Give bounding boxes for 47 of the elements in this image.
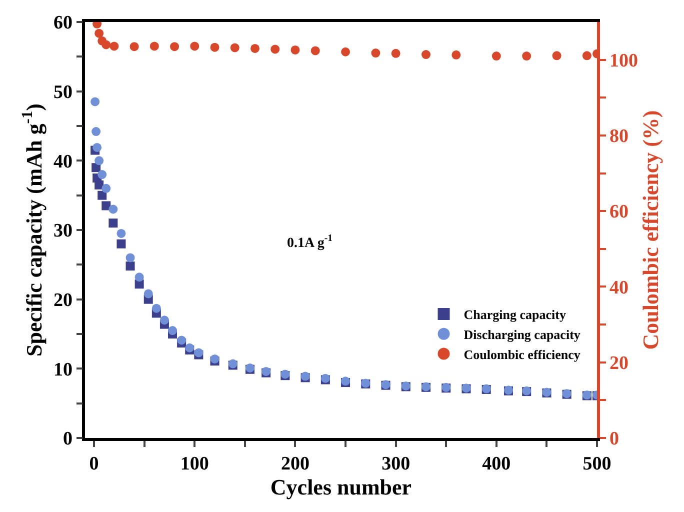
y-tick-label: 10: [53, 359, 72, 380]
point: [168, 326, 178, 336]
point: [116, 239, 126, 248]
point: [108, 204, 118, 214]
point: [108, 218, 118, 228]
x-tick-label: 200: [280, 454, 310, 475]
x-tick-label: 100: [180, 454, 209, 475]
x-tick-label: 500: [582, 454, 612, 475]
point: [152, 304, 161, 313]
y2-tick-label: 60: [610, 202, 629, 223]
point: [144, 289, 153, 298]
y-tick-label: 20: [53, 290, 72, 311]
point: [94, 180, 104, 190]
point: [177, 336, 186, 345]
point: [126, 253, 135, 262]
y2-axis-title: Coulombic efficiency (%): [638, 110, 663, 350]
x-tick-label: 0: [89, 454, 99, 475]
point: [90, 97, 100, 106]
point: [102, 184, 111, 193]
y-tick-label: 40: [53, 151, 72, 172]
legend-label: Discharging capacity: [464, 326, 581, 342]
point: [126, 262, 135, 271]
point: [134, 272, 144, 282]
y2-tick-label: 40: [610, 277, 629, 298]
y2-tick-label: 20: [610, 353, 629, 374]
y2-tick-label: 100: [610, 50, 638, 72]
point: [160, 316, 169, 325]
y-tick-label: 30: [53, 220, 72, 242]
x-axis-title: Cycles number: [270, 474, 412, 500]
y-tick-label: 0: [62, 428, 72, 450]
y-tick-label: 50: [53, 82, 72, 103]
x-tick-label: 400: [482, 454, 511, 475]
legend-label: Coulombic efficiency: [464, 346, 581, 362]
point: [98, 170, 107, 180]
annotation: 0.1A g$^{-1}$: [287, 233, 333, 251]
y2-tick-label: 0: [610, 428, 620, 450]
point: [210, 354, 220, 364]
point: [92, 127, 101, 136]
point: [98, 190, 107, 200]
x-tick-label: 300: [382, 454, 410, 475]
point: [116, 228, 126, 238]
point: [94, 156, 104, 166]
legend-label: Charging capacity: [464, 307, 566, 322]
y-tick-label: 60: [53, 12, 72, 34]
point: [92, 142, 102, 152]
point: [102, 201, 111, 210]
y2-tick-label: 80: [610, 126, 629, 148]
